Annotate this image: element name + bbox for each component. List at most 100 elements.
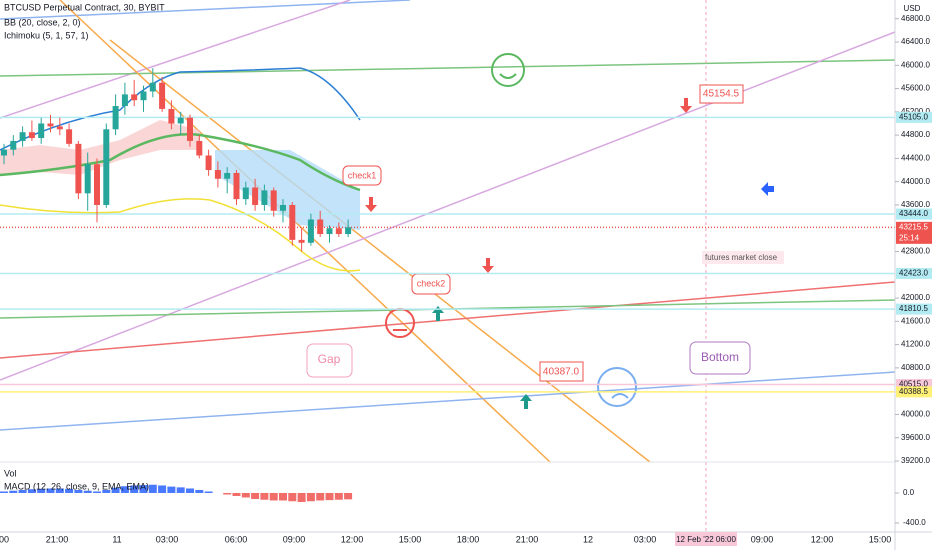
price-marker: 42423.0 [899, 269, 928, 278]
macd-bar [83, 490, 92, 493]
time-label: 09:00 [283, 534, 306, 544]
price-marker-bg [896, 303, 932, 315]
annotation: check2 [417, 278, 446, 288]
price-note [699, 84, 744, 104]
time-label: 06:00 [225, 534, 248, 544]
macd-bar [158, 485, 167, 493]
price-marker-bg [896, 111, 932, 123]
time-label: 03:00 [156, 534, 179, 544]
candle-body [233, 172, 240, 200]
annotation: 40387.0 [543, 367, 580, 378]
candle-body [56, 126, 63, 130]
price-label: 45600.0 [901, 84, 930, 93]
callout [306, 343, 353, 378]
macd-bar [223, 492, 232, 495]
price-label: 46000.0 [901, 60, 930, 69]
bb-basis [0, 133, 361, 192]
macd-bar [232, 492, 241, 496]
candle-body [280, 204, 286, 211]
candle-body [205, 155, 212, 171]
price-label: 46800.0 [901, 14, 930, 23]
candle-body [47, 123, 54, 127]
note-bg [702, 251, 784, 264]
time-label: 03:00 [634, 534, 657, 544]
arrow-down [680, 98, 692, 113]
candle-body [187, 117, 193, 141]
macd-label: 0.0 [903, 488, 915, 497]
ichimoku-cloud [215, 150, 360, 230]
trend-line [0, 281, 896, 359]
candle-body [345, 227, 352, 235]
macd-bar [9, 490, 18, 493]
macd-bar [46, 488, 55, 493]
candle-body [270, 190, 277, 211]
bb-lower [0, 198, 361, 272]
macd-label: -400.0 [903, 518, 926, 527]
candle-body [103, 129, 110, 205]
macd-bar [260, 492, 269, 500]
macd-bar [251, 492, 260, 499]
macd-bar [102, 489, 111, 493]
price-label: 40000.0 [901, 410, 930, 419]
annotation: futures market close [705, 253, 778, 262]
macd-bar [344, 492, 353, 500]
countdown: 25:14 [899, 233, 920, 242]
macd-bar [148, 484, 157, 493]
candle-body [289, 204, 296, 240]
annotation: Gap [318, 352, 341, 366]
candle-body [298, 239, 305, 243]
macd-bar [55, 488, 64, 493]
price-marker-bg [896, 208, 932, 220]
price-label: 39600.0 [901, 433, 930, 442]
macd-bar [325, 492, 334, 501]
price-label: 42000.0 [901, 293, 930, 302]
price-marker-bg [896, 221, 932, 244]
candle-body [19, 132, 26, 141]
candle-body [177, 117, 184, 124]
price-label: 39200.0 [901, 456, 930, 465]
macd-bar [241, 492, 250, 498]
candle-body [112, 106, 119, 130]
candle-body [149, 82, 156, 92]
price-label: 44800.0 [901, 130, 930, 139]
macd-bar [130, 485, 139, 493]
price-marker: 40388.5 [899, 387, 928, 396]
price-marker-bg [896, 386, 932, 398]
price-label: 41200.0 [901, 340, 930, 349]
time-label: 09:00 [751, 534, 774, 544]
crosshair-label: 12 Feb '22 06:00 [676, 535, 736, 544]
symbol-title: BTCUSD Perpetual Contract, 30, BYBIT [4, 2, 165, 12]
time-label: 21:00 [516, 534, 539, 544]
pane-label: Vol [4, 468, 17, 478]
macd-bar [306, 492, 315, 502]
candle-body [326, 228, 333, 235]
time-label: 12:00 [341, 534, 364, 544]
ichimoku-cloud [0, 120, 200, 175]
price-marker: 43215.5 [899, 222, 928, 231]
callout [689, 341, 751, 375]
candle-body [307, 219, 314, 243]
trend-line [0, 371, 896, 431]
price-label: 44000.0 [901, 177, 930, 186]
currency: USD [904, 4, 921, 13]
candle-body [168, 108, 175, 124]
macd-bar [334, 492, 343, 500]
candle-body [131, 94, 138, 101]
time-axis: 00 21:00 11 03:00 06:00 09:00 12:00 15:0… [0, 532, 891, 546]
arrow-left [761, 182, 774, 196]
time-label: 18:00 [457, 534, 480, 544]
price-marker: 43444.0 [899, 209, 928, 218]
macd-bar [0, 491, 8, 493]
time-label: 15:00 [869, 534, 892, 544]
price-note [539, 361, 584, 382]
macd-bar [297, 492, 306, 502]
macd-bar [111, 487, 120, 493]
channel-line [109, 39, 651, 463]
candle-body [28, 132, 35, 139]
marks [0, 68, 895, 502]
sad-icon [597, 367, 637, 407]
bb-upper [0, 67, 361, 151]
arrow-down [482, 258, 494, 273]
